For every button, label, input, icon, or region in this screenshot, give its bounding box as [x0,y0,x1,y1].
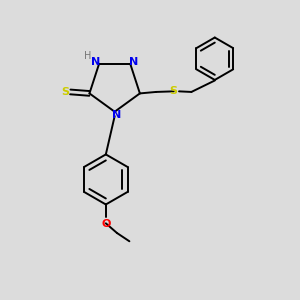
Text: N: N [112,110,121,120]
Text: N: N [91,57,100,67]
Text: S: S [61,87,69,97]
Text: H: H [84,50,92,61]
Text: N: N [129,57,138,67]
Text: O: O [101,219,110,229]
Text: S: S [170,86,178,96]
